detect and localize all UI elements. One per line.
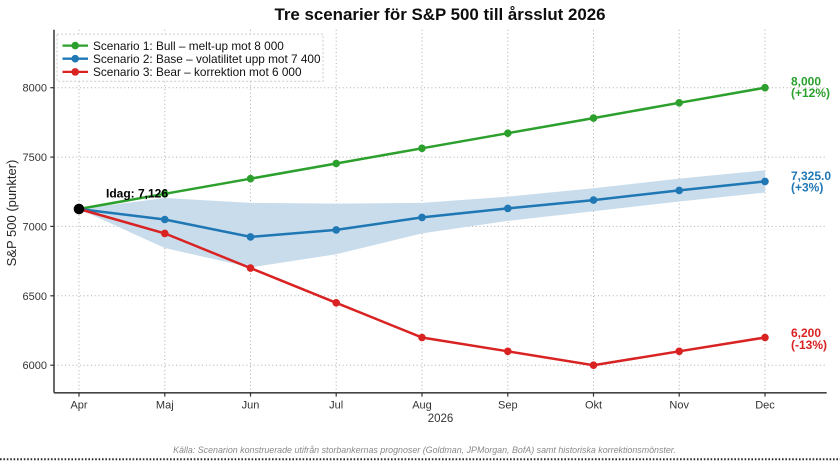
svg-text:7000: 7000 [23, 221, 47, 233]
svg-text:Maj: Maj [156, 399, 174, 411]
svg-text:(-13%): (-13%) [791, 338, 827, 352]
svg-text:Apr: Apr [70, 399, 87, 411]
svg-text:8000: 8000 [23, 83, 47, 95]
svg-text:Okt: Okt [585, 399, 602, 411]
svg-text:7,325.0: 7,325.0 [791, 169, 831, 183]
svg-text:6,200: 6,200 [791, 326, 821, 340]
svg-text:8,000: 8,000 [791, 74, 821, 88]
svg-text:Scenario 3: Bear – korrektion: Scenario 3: Bear – korrektion mot 6 000 [93, 65, 302, 79]
svg-text:7500: 7500 [23, 152, 47, 164]
svg-text:Scenario 2: Base – volatilitet: Scenario 2: Base – volatilitet upp mot 7… [93, 52, 321, 66]
svg-text:Aug: Aug [412, 399, 432, 411]
svg-text:2026: 2026 [428, 413, 454, 425]
svg-text:(+3%): (+3%) [791, 180, 823, 194]
svg-text:Idag: 7,126: Idag: 7,126 [106, 187, 168, 201]
svg-text:Källa: Scenarion konstruerade: Källa: Scenarion konstruerade utifrån st… [173, 445, 676, 455]
svg-text:6500: 6500 [23, 291, 47, 303]
svg-text:Jul: Jul [329, 399, 343, 411]
svg-text:Tre scenarier för S&P 500 till: Tre scenarier för S&P 500 till årsslut 2… [274, 5, 605, 24]
svg-text:Nov: Nov [669, 399, 689, 411]
svg-text:(+12%): (+12%) [791, 86, 830, 100]
svg-text:Sep: Sep [498, 399, 518, 411]
svg-text:6000: 6000 [23, 360, 47, 372]
svg-text:Scenario 1: Bull – melt-up mot: Scenario 1: Bull – melt-up mot 8 000 [93, 39, 284, 53]
svg-text:Dec: Dec [755, 399, 775, 411]
svg-text:Jun: Jun [242, 399, 260, 411]
svg-text:S&P 500 (punkter): S&P 500 (punkter) [4, 160, 19, 267]
